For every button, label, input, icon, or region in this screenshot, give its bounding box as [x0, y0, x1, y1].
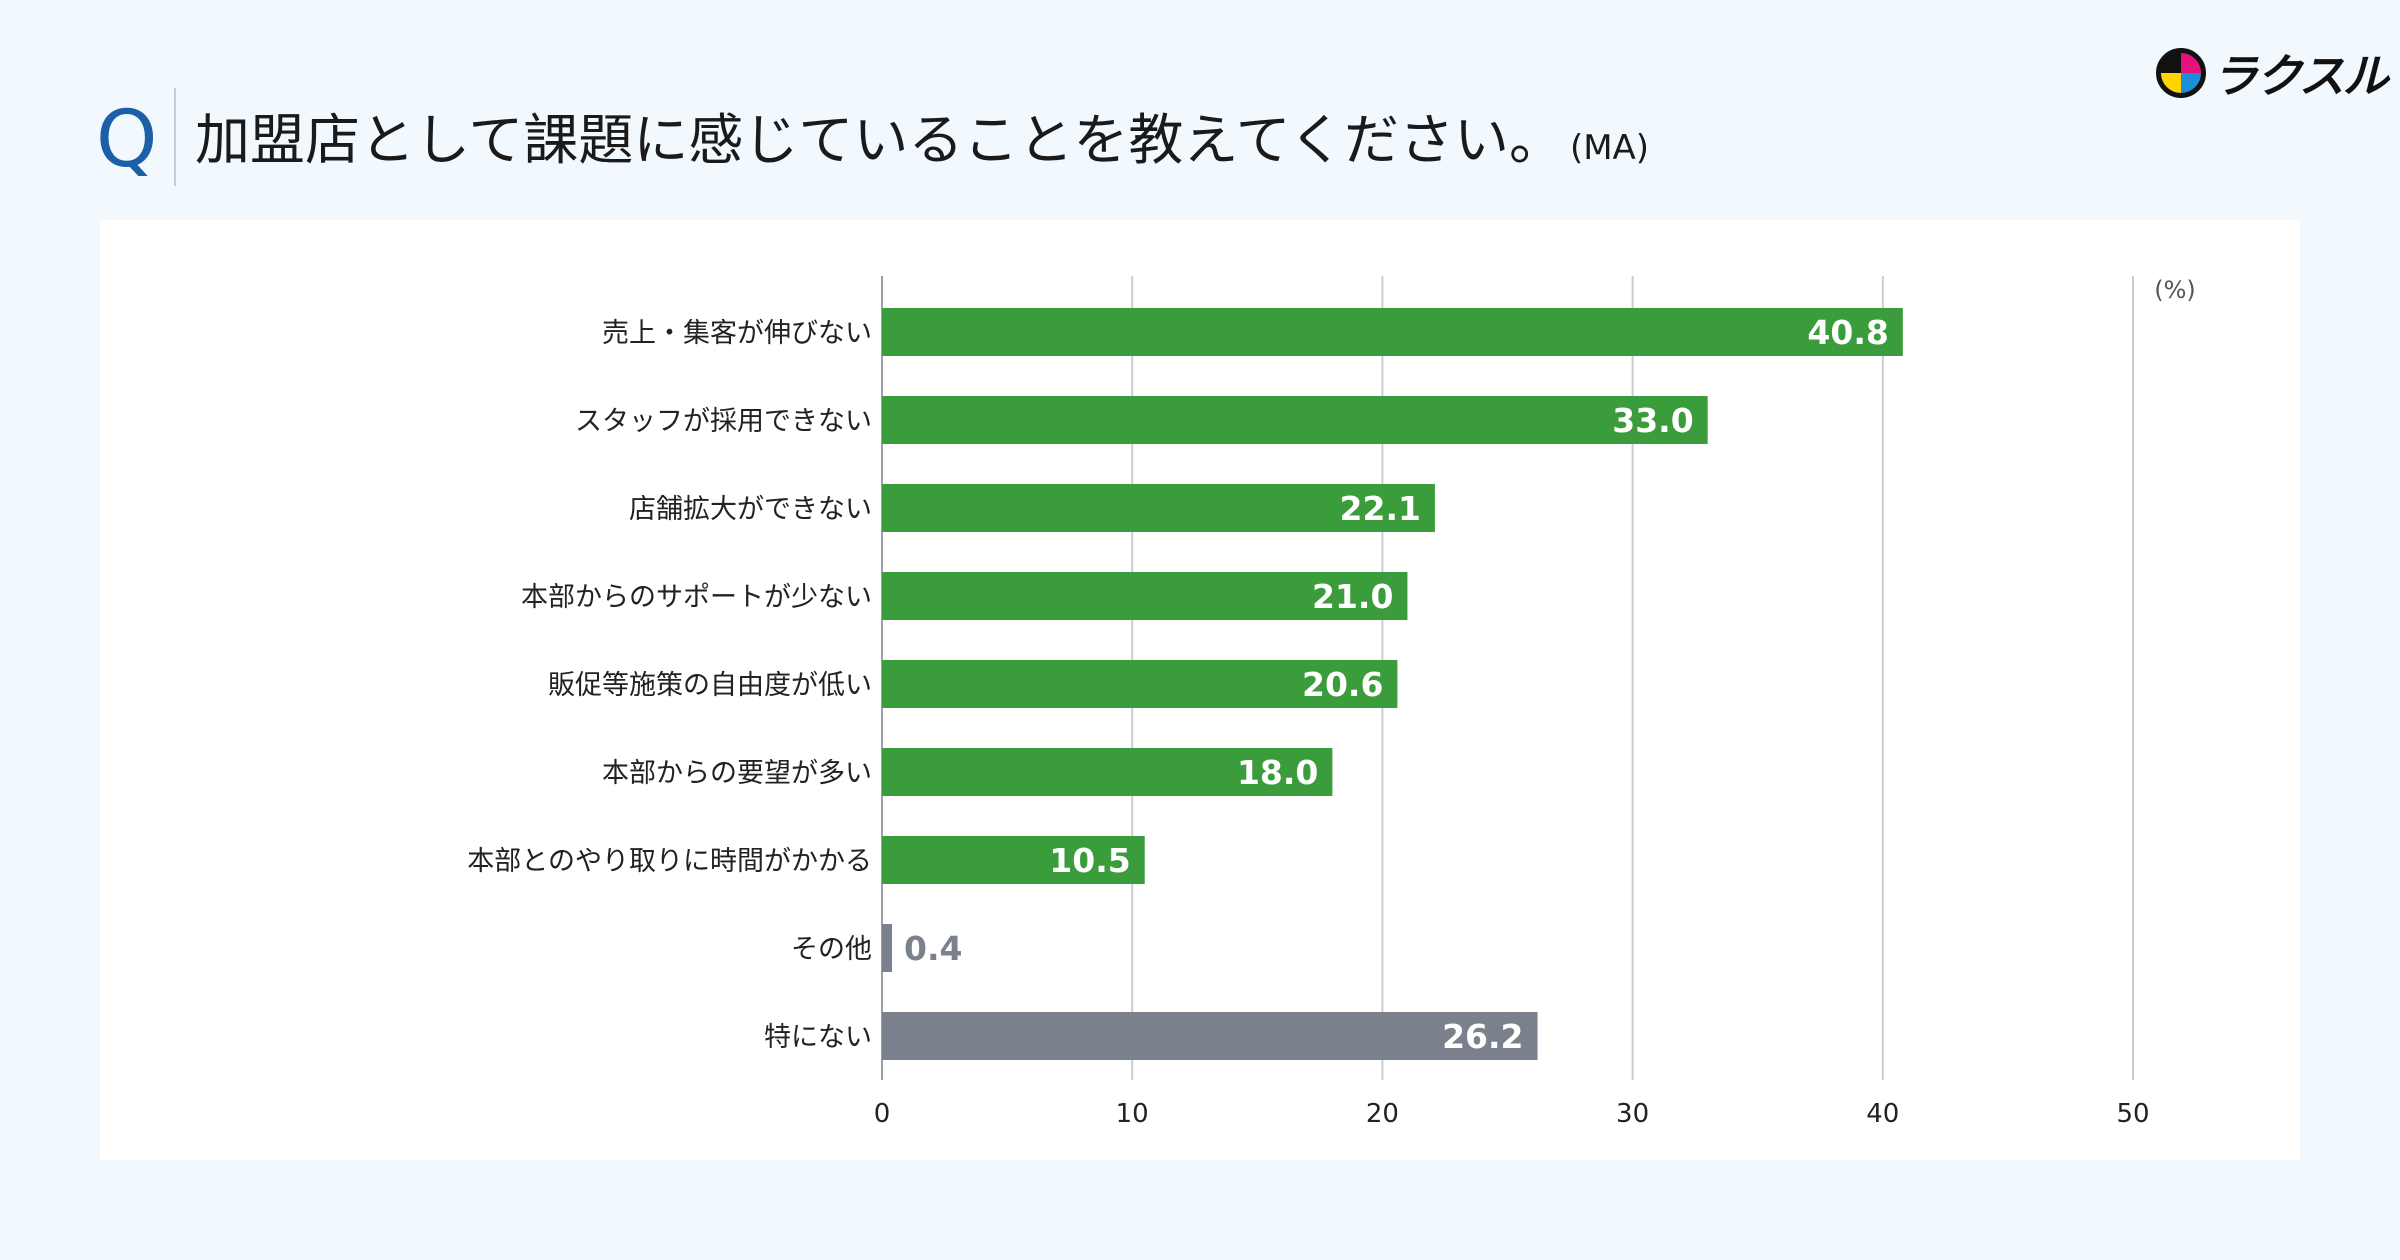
bar [882, 924, 893, 972]
bar [882, 1012, 1538, 1060]
title-suffix: (MA) [1569, 128, 1650, 168]
laksul-logo-icon [2156, 48, 2206, 98]
category-label: 売上・集客が伸びない [602, 318, 872, 349]
logo-text: ラクスル [2212, 49, 2389, 103]
value-label: 20.6 [1302, 665, 1383, 704]
category-label: スタッフが採用できない [575, 406, 872, 437]
chart-panel: 0 10 20 30 40 50 (%) 売上・集客が伸びない 40.8 スタッフが採用できない 3… [100, 220, 2300, 1160]
question-mark-label: Q [96, 95, 158, 185]
title-divider [174, 88, 176, 186]
category-label: 本部からのサポートが少ない [521, 582, 872, 613]
value-label: 33.0 [1612, 401, 1693, 440]
bar [882, 396, 1708, 444]
value-label: 18.0 [1237, 753, 1318, 792]
brand-logo: ラクスル [2156, 40, 2389, 106]
bar [882, 308, 1903, 356]
bar [882, 748, 1333, 796]
value-label: 10.5 [1049, 841, 1130, 880]
x-tick-label: 50 [2116, 1099, 2149, 1129]
value-label: 26.2 [1442, 1017, 1523, 1056]
value-label: 21.0 [1312, 577, 1393, 616]
bar [882, 484, 1435, 532]
x-tick-label: 30 [1616, 1099, 1649, 1129]
value-label: 0.4 [904, 929, 962, 968]
category-label: その他 [791, 934, 872, 965]
x-tick-label: 40 [1866, 1099, 1899, 1129]
page-title: 加盟店として課題に感じていることを教えてください。 (MA) [195, 100, 1649, 188]
category-label: 販促等施策の自由度が低い [548, 670, 872, 701]
category-label: 本部とのやり取りに時間がかかる [467, 846, 872, 877]
x-tick-label: 10 [1116, 1099, 1149, 1129]
x-tick-label: 20 [1366, 1099, 1399, 1129]
value-label: 22.1 [1340, 489, 1421, 528]
category-label: 店舗拡大ができない [629, 494, 872, 525]
category-label: 本部からの要望が多い [602, 758, 872, 789]
value-label: 40.8 [1807, 313, 1888, 352]
unit-label: (%) [2154, 276, 2196, 304]
title-text: 加盟店として課題に感じていることを教えてください。 [195, 108, 1564, 172]
bar-chart: 0 10 20 30 40 50 (%) 売上・集客が伸びない 40.8 スタッフが採用できない 3… [467, 276, 2196, 1129]
category-label: 特にない [764, 1022, 872, 1053]
bar [882, 660, 1398, 708]
bar [882, 572, 1408, 620]
x-tick-label: 0 [874, 1099, 891, 1129]
bar [882, 836, 1145, 884]
